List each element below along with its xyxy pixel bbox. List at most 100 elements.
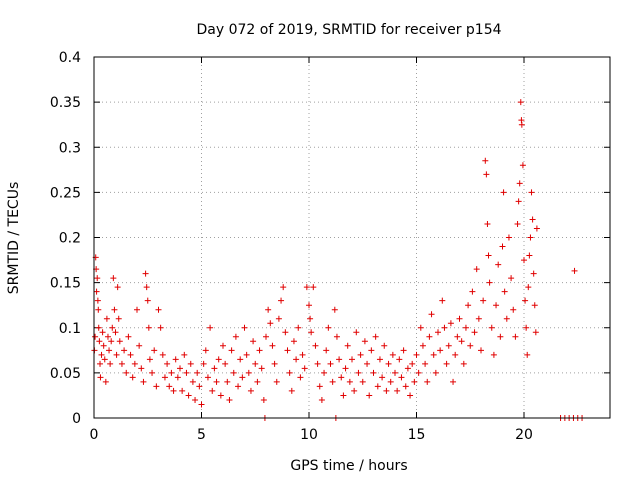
- data-point: [417, 324, 424, 331]
- data-point: [101, 356, 108, 363]
- data-point: [515, 198, 522, 205]
- data-point: [336, 356, 343, 363]
- data-point: [532, 329, 539, 336]
- data-point: [458, 338, 465, 345]
- data-point: [224, 378, 231, 385]
- data-point: [454, 333, 461, 340]
- x-tick-label: 15: [408, 427, 426, 443]
- data-point: [462, 324, 469, 331]
- x-tick-label: 5: [197, 427, 206, 443]
- data-point: [185, 392, 192, 399]
- data-point: [340, 392, 347, 399]
- data-point: [121, 347, 128, 354]
- data-point: [460, 360, 467, 367]
- data-point: [325, 324, 332, 331]
- data-point: [102, 378, 109, 385]
- data-point: [497, 333, 504, 340]
- y-axis-label: SRMTID / TECUs: [6, 182, 22, 295]
- data-point: [263, 333, 269, 340]
- data-point: [471, 329, 478, 336]
- data-point: [97, 360, 104, 367]
- data-point: [483, 171, 490, 178]
- data-point: [164, 360, 171, 367]
- data-point: [254, 378, 261, 385]
- data-point: [478, 347, 484, 354]
- plot-frame: [93, 56, 611, 419]
- data-point: [327, 360, 334, 367]
- data-point: [99, 329, 106, 336]
- tick-layer: 0 5 10 15 20 0 0.05 0.1 0.15 0.2 0.25 0.3 0.35 0.4: [50, 50, 610, 443]
- data-point: [529, 216, 536, 223]
- data-point: [144, 297, 151, 304]
- data-point: [157, 324, 164, 331]
- data-point: [432, 369, 439, 376]
- data-point: [392, 369, 398, 376]
- data-point: [151, 347, 158, 354]
- data-point: [490, 351, 497, 358]
- data-point: [226, 396, 233, 403]
- data-point: [469, 288, 476, 295]
- data-point: [252, 360, 259, 367]
- data-point: [415, 369, 422, 376]
- data-point: [299, 351, 306, 358]
- data-point: [166, 383, 173, 390]
- data-point: [333, 333, 340, 340]
- data-point: [307, 315, 314, 322]
- data-point: [372, 333, 379, 340]
- data-point: [359, 378, 366, 385]
- data-point: [445, 342, 452, 349]
- data-point: [376, 356, 383, 363]
- data-point: [523, 324, 530, 331]
- data-point: [161, 374, 168, 381]
- data-point: [113, 351, 120, 358]
- data-point: [118, 360, 125, 367]
- data-point: [108, 338, 115, 345]
- data-point: [370, 369, 377, 376]
- data-point: [114, 284, 121, 291]
- data-point: [501, 288, 508, 295]
- data-point: [435, 329, 441, 336]
- x-tick-label: 0: [90, 427, 99, 443]
- data-point: [269, 342, 276, 349]
- data-point: [524, 351, 531, 358]
- data-point: [110, 275, 117, 282]
- data-point: [194, 369, 201, 376]
- data-point: [385, 360, 392, 367]
- data-point: [220, 342, 226, 349]
- data-point: [419, 342, 426, 349]
- data-point: [247, 387, 254, 394]
- x-axis-label: GPS time / hours: [290, 458, 407, 474]
- data-point: [308, 329, 315, 336]
- data-point: [346, 378, 353, 385]
- data-point: [192, 396, 199, 403]
- data-point: [177, 365, 183, 372]
- data-point: [293, 356, 300, 363]
- data-point: [527, 234, 534, 241]
- data-point: [265, 306, 272, 313]
- data-point: [441, 324, 448, 331]
- data-point: [402, 383, 409, 390]
- data-point: [149, 369, 156, 376]
- data-point: [344, 342, 351, 349]
- data-point: [428, 311, 435, 318]
- data-point: [351, 387, 358, 394]
- data-point: [245, 369, 252, 376]
- data-point: [129, 374, 136, 381]
- data-point: [505, 234, 512, 241]
- data-point: [409, 360, 416, 367]
- y-tick-label: 0.25: [50, 185, 81, 201]
- data-point: [103, 315, 110, 322]
- data-point: [107, 360, 114, 367]
- data-point: [374, 383, 381, 390]
- data-point: [508, 275, 515, 282]
- data-point: [521, 257, 527, 264]
- data-point: [123, 369, 130, 376]
- data-point: [452, 351, 459, 358]
- data-point: [331, 306, 338, 313]
- data-point: [109, 324, 116, 331]
- data-point: [271, 360, 278, 367]
- data-point: [500, 189, 507, 196]
- data-point: [361, 338, 368, 345]
- data-point: [381, 342, 388, 349]
- data-point: [396, 356, 403, 363]
